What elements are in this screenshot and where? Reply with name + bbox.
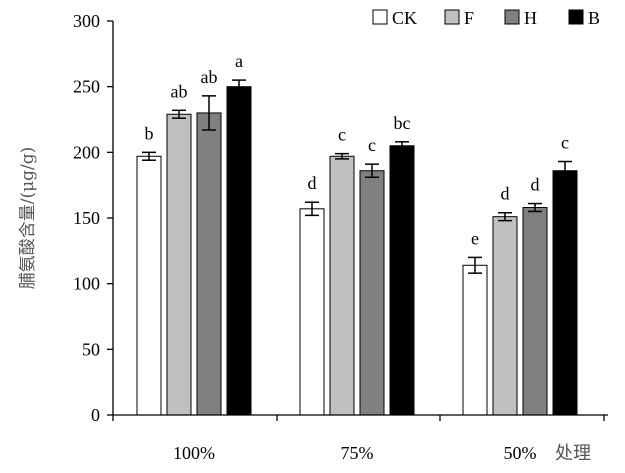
bar-b-1 <box>389 145 415 416</box>
legend-label-h: H <box>524 8 537 28</box>
y-axis-label: 脯氨酸含量/(μg/g) <box>18 147 38 290</box>
y-axis-ticks: 0 50 100 150 200 250 300 <box>73 11 113 425</box>
bar-ck-1 <box>299 208 325 416</box>
significance-letter: d <box>531 175 540 195</box>
significance-letter: c <box>338 125 346 145</box>
bar-h-0 <box>196 112 222 416</box>
legend-label-b: B <box>588 8 600 28</box>
legend: CK F H B <box>372 8 600 28</box>
significance-letter: d <box>501 184 510 204</box>
x-axis-ticks: 100% 75% 50% <box>112 415 605 463</box>
x-tick-label: 50% <box>504 443 537 463</box>
bar-f-1 <box>329 155 355 416</box>
significance-letter: ab <box>201 67 218 87</box>
significance-letter: e <box>471 228 479 248</box>
significance-letter: d <box>308 173 317 193</box>
x-tick-label: 75% <box>341 443 374 463</box>
bar-b-0 <box>226 86 252 416</box>
x-axis-label: 处理 <box>555 443 591 464</box>
bar-h-2 <box>522 206 548 416</box>
legend-swatch-b <box>568 9 584 25</box>
legend-swatch-f <box>444 9 460 25</box>
y-tick-label: 300 <box>73 11 100 31</box>
legend-label-ck: CK <box>392 8 417 28</box>
significance-letter: a <box>235 51 243 71</box>
y-tick-label: 150 <box>73 208 100 228</box>
legend-swatch-h <box>504 9 520 25</box>
y-tick-label: 100 <box>73 274 100 294</box>
y-tick-label: 50 <box>82 339 100 359</box>
y-tick-label: 250 <box>73 77 100 97</box>
x-tick-label: 100% <box>173 443 215 463</box>
bar-f-2 <box>492 216 518 416</box>
significance-letter: bc <box>394 113 411 133</box>
bar-ck-2 <box>462 264 488 416</box>
legend-label-f: F <box>464 8 474 28</box>
bar-h-1 <box>359 170 385 416</box>
bar-b-2 <box>552 170 578 416</box>
legend-swatch-ck <box>372 9 388 25</box>
significance-letter: c <box>561 133 569 153</box>
significance-letter: b <box>145 123 154 143</box>
y-tick-label: 0 <box>91 405 100 425</box>
significance-letter: ab <box>171 81 188 101</box>
significance-letter: c <box>368 135 376 155</box>
bar-f-0 <box>166 113 192 416</box>
y-tick-label: 200 <box>73 142 100 162</box>
bar-ck-0 <box>136 155 162 416</box>
